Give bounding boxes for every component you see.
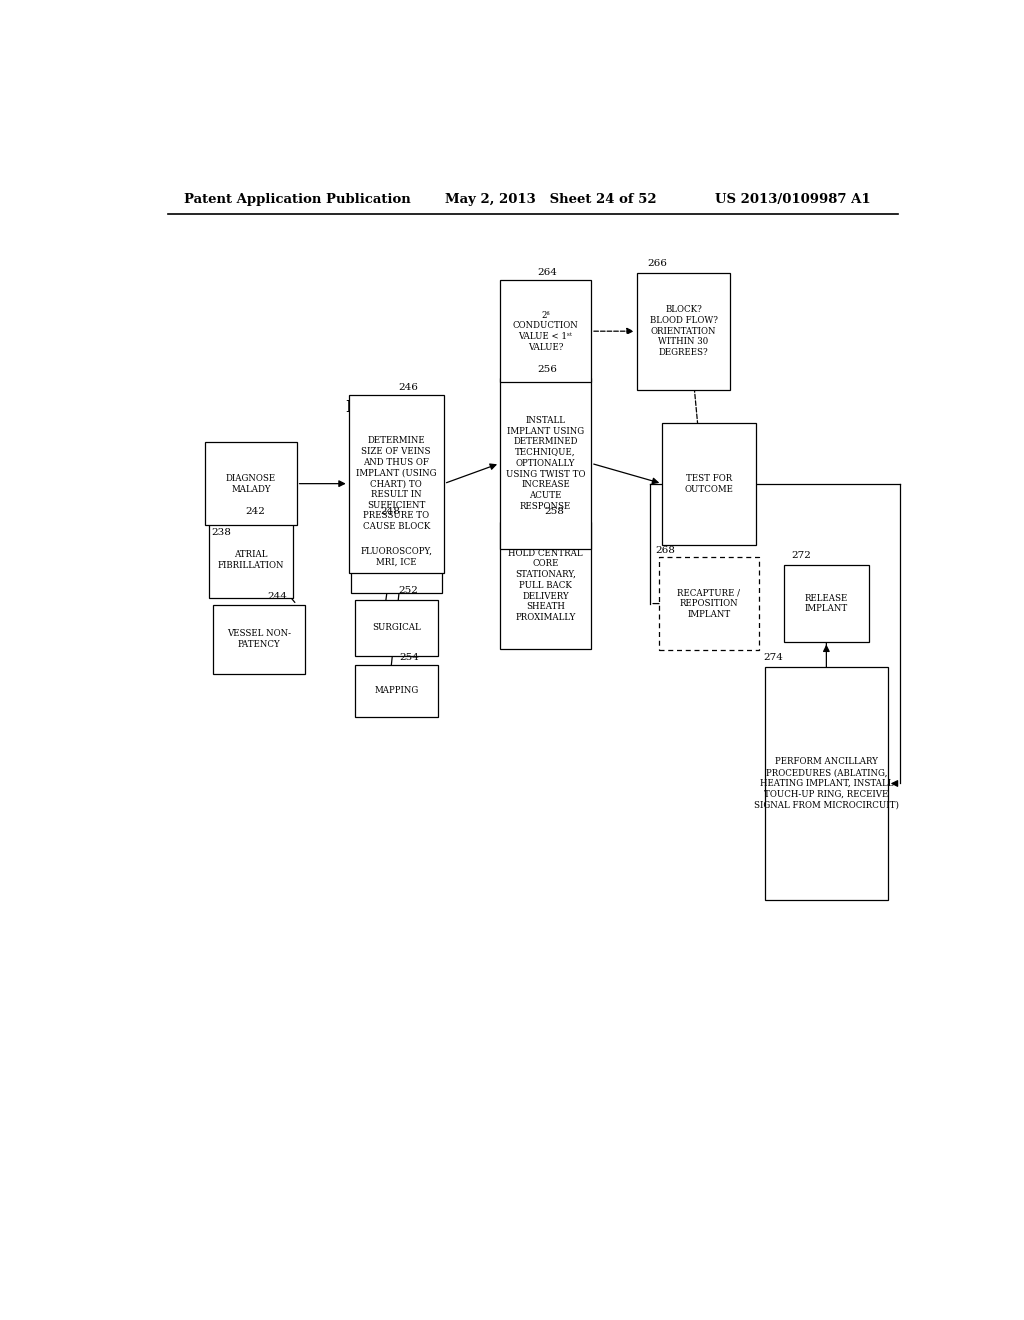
Bar: [500, 280, 591, 381]
Text: 258: 258: [545, 507, 564, 516]
Text: 272: 272: [792, 550, 811, 560]
Text: 274: 274: [763, 652, 782, 661]
Bar: [765, 667, 888, 900]
Bar: [500, 378, 591, 549]
Text: DETERMINE
SIZE OF VEINS
AND THUS OF
IMPLANT (USING
CHART) TO
RESULT IN
SUFFICIEN: DETERMINE SIZE OF VEINS AND THUS OF IMPL…: [356, 436, 436, 531]
Text: FLUOROSCOPY,
MRI, ICE: FLUOROSCOPY, MRI, ICE: [360, 546, 432, 566]
Text: RECAPTURE /
REPOSITION
IMPLANT: RECAPTURE / REPOSITION IMPLANT: [678, 589, 740, 619]
Text: HOLD CENTRAL
CORE
STATIONARY,
PULL BACK
DELIVERY
SHEATH
PROXIMALLY: HOLD CENTRAL CORE STATIONARY, PULL BACK …: [508, 549, 583, 622]
Bar: [213, 605, 304, 673]
Text: 252: 252: [397, 586, 418, 595]
Text: RELEASE
IMPLANT: RELEASE IMPLANT: [805, 594, 848, 614]
Text: 256: 256: [538, 364, 557, 374]
Text: SURGICAL: SURGICAL: [372, 623, 421, 632]
Text: 248: 248: [380, 507, 400, 516]
Bar: [659, 557, 759, 651]
Bar: [637, 273, 730, 389]
Text: 2ᴽ
CONDUCTION
VALUE < 1ˢᵗ
VALUE?: 2ᴽ CONDUCTION VALUE < 1ˢᵗ VALUE?: [513, 310, 579, 352]
Text: 264: 264: [538, 268, 557, 277]
Text: TEST FOR
OUTCOME: TEST FOR OUTCOME: [684, 474, 733, 494]
Bar: [500, 521, 591, 649]
Text: INSTALL
IMPLANT USING
DETERMINED
TECHNIQUE,
OPTIONALLY
USING TWIST TO
INCREASE
A: INSTALL IMPLANT USING DETERMINED TECHNIQ…: [506, 416, 585, 511]
Text: 254: 254: [399, 652, 419, 661]
Text: 238: 238: [211, 528, 231, 536]
Text: 242: 242: [246, 507, 265, 516]
Bar: [354, 664, 438, 718]
Bar: [354, 601, 438, 656]
Text: VESSEL NON-
PATENCY: VESSEL NON- PATENCY: [227, 630, 291, 649]
Bar: [348, 395, 443, 573]
Text: MAPPING: MAPPING: [374, 686, 419, 696]
Text: 246: 246: [397, 383, 418, 392]
Bar: [206, 442, 297, 525]
Text: 244: 244: [267, 591, 287, 601]
Text: 266: 266: [648, 259, 668, 268]
Bar: [663, 422, 756, 545]
Bar: [783, 565, 869, 642]
Text: ATRIAL
FIBRILLATION: ATRIAL FIBRILLATION: [218, 550, 285, 570]
Text: Patent Application Publication: Patent Application Publication: [183, 193, 411, 206]
Text: BLOCK?
BLOOD FLOW?
ORIENTATION
WITHIN 30
DEGREES?: BLOCK? BLOOD FLOW? ORIENTATION WITHIN 30…: [649, 305, 718, 358]
Bar: [209, 521, 293, 598]
Text: 268: 268: [655, 545, 675, 554]
Text: DIAGNOSE
MALADY: DIAGNOSE MALADY: [226, 474, 276, 494]
Text: US 2013/0109987 A1: US 2013/0109987 A1: [715, 193, 870, 206]
Text: FIG. 32: FIG. 32: [346, 399, 415, 416]
Bar: [350, 520, 442, 594]
Text: May 2, 2013   Sheet 24 of 52: May 2, 2013 Sheet 24 of 52: [445, 193, 657, 206]
Text: PERFORM ANCILLARY
PROCEDURES (ABLATING,
HEATING IMPLANT, INSTALL
TOUCH-UP RING, : PERFORM ANCILLARY PROCEDURES (ABLATING, …: [754, 758, 899, 809]
